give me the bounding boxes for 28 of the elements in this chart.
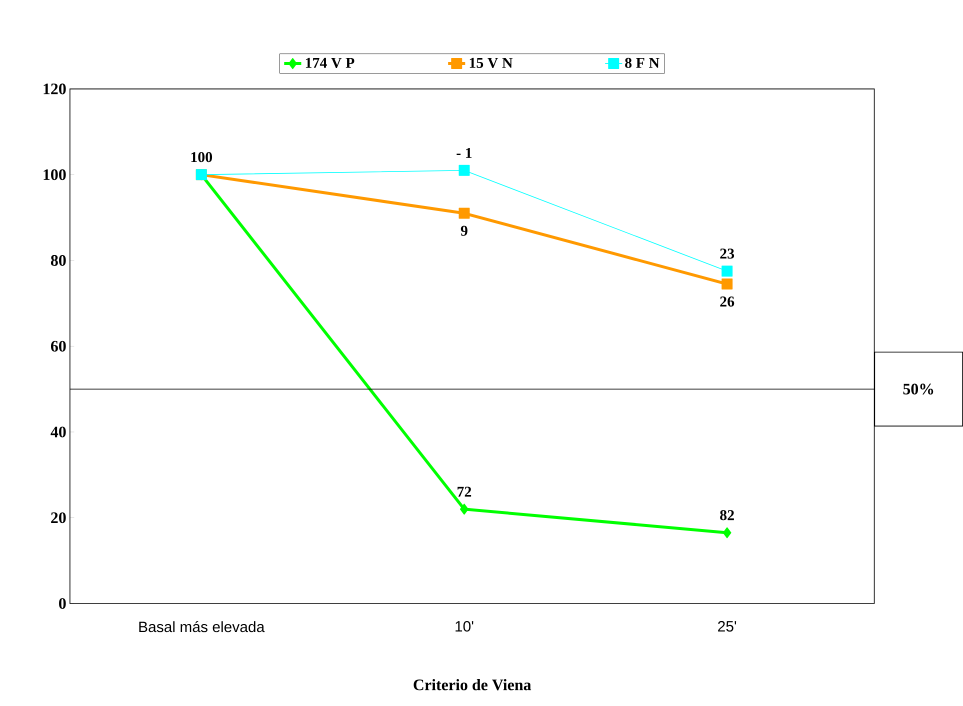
y-tick-label: 80 xyxy=(50,254,66,266)
point xyxy=(722,278,733,290)
ref-line-label: 50% xyxy=(903,383,934,394)
annotation: 23 xyxy=(720,248,734,258)
point xyxy=(722,265,733,276)
annotation: 100 xyxy=(191,152,212,162)
annotation: 82 xyxy=(720,510,734,520)
y-tick-label: 100 xyxy=(44,169,66,180)
point xyxy=(460,503,468,514)
annotation: 72 xyxy=(458,486,472,496)
y-tick-label: 60 xyxy=(50,340,66,352)
x-axis-title: Criterio de Viena xyxy=(414,678,532,690)
y-tick-label: 0 xyxy=(59,598,66,609)
y-tick-label: 20 xyxy=(51,512,66,523)
y-tick-label: 120 xyxy=(44,83,66,94)
legend-label: 15 V N xyxy=(470,58,513,68)
x-tick-label: 25' xyxy=(718,620,736,632)
x-tick-label: 10' xyxy=(456,620,474,632)
point xyxy=(722,527,732,538)
point xyxy=(458,208,470,219)
legend-label: 8 F N xyxy=(625,58,660,68)
annotation: 9 xyxy=(460,226,468,236)
legend-label: 174 V P xyxy=(306,58,354,68)
point xyxy=(458,164,470,176)
x-tick-label: Basal más elevada xyxy=(139,620,265,632)
y-tick-label: 40 xyxy=(50,426,66,438)
annotation: 26 xyxy=(720,296,734,306)
annotation: - 1 xyxy=(456,148,472,158)
